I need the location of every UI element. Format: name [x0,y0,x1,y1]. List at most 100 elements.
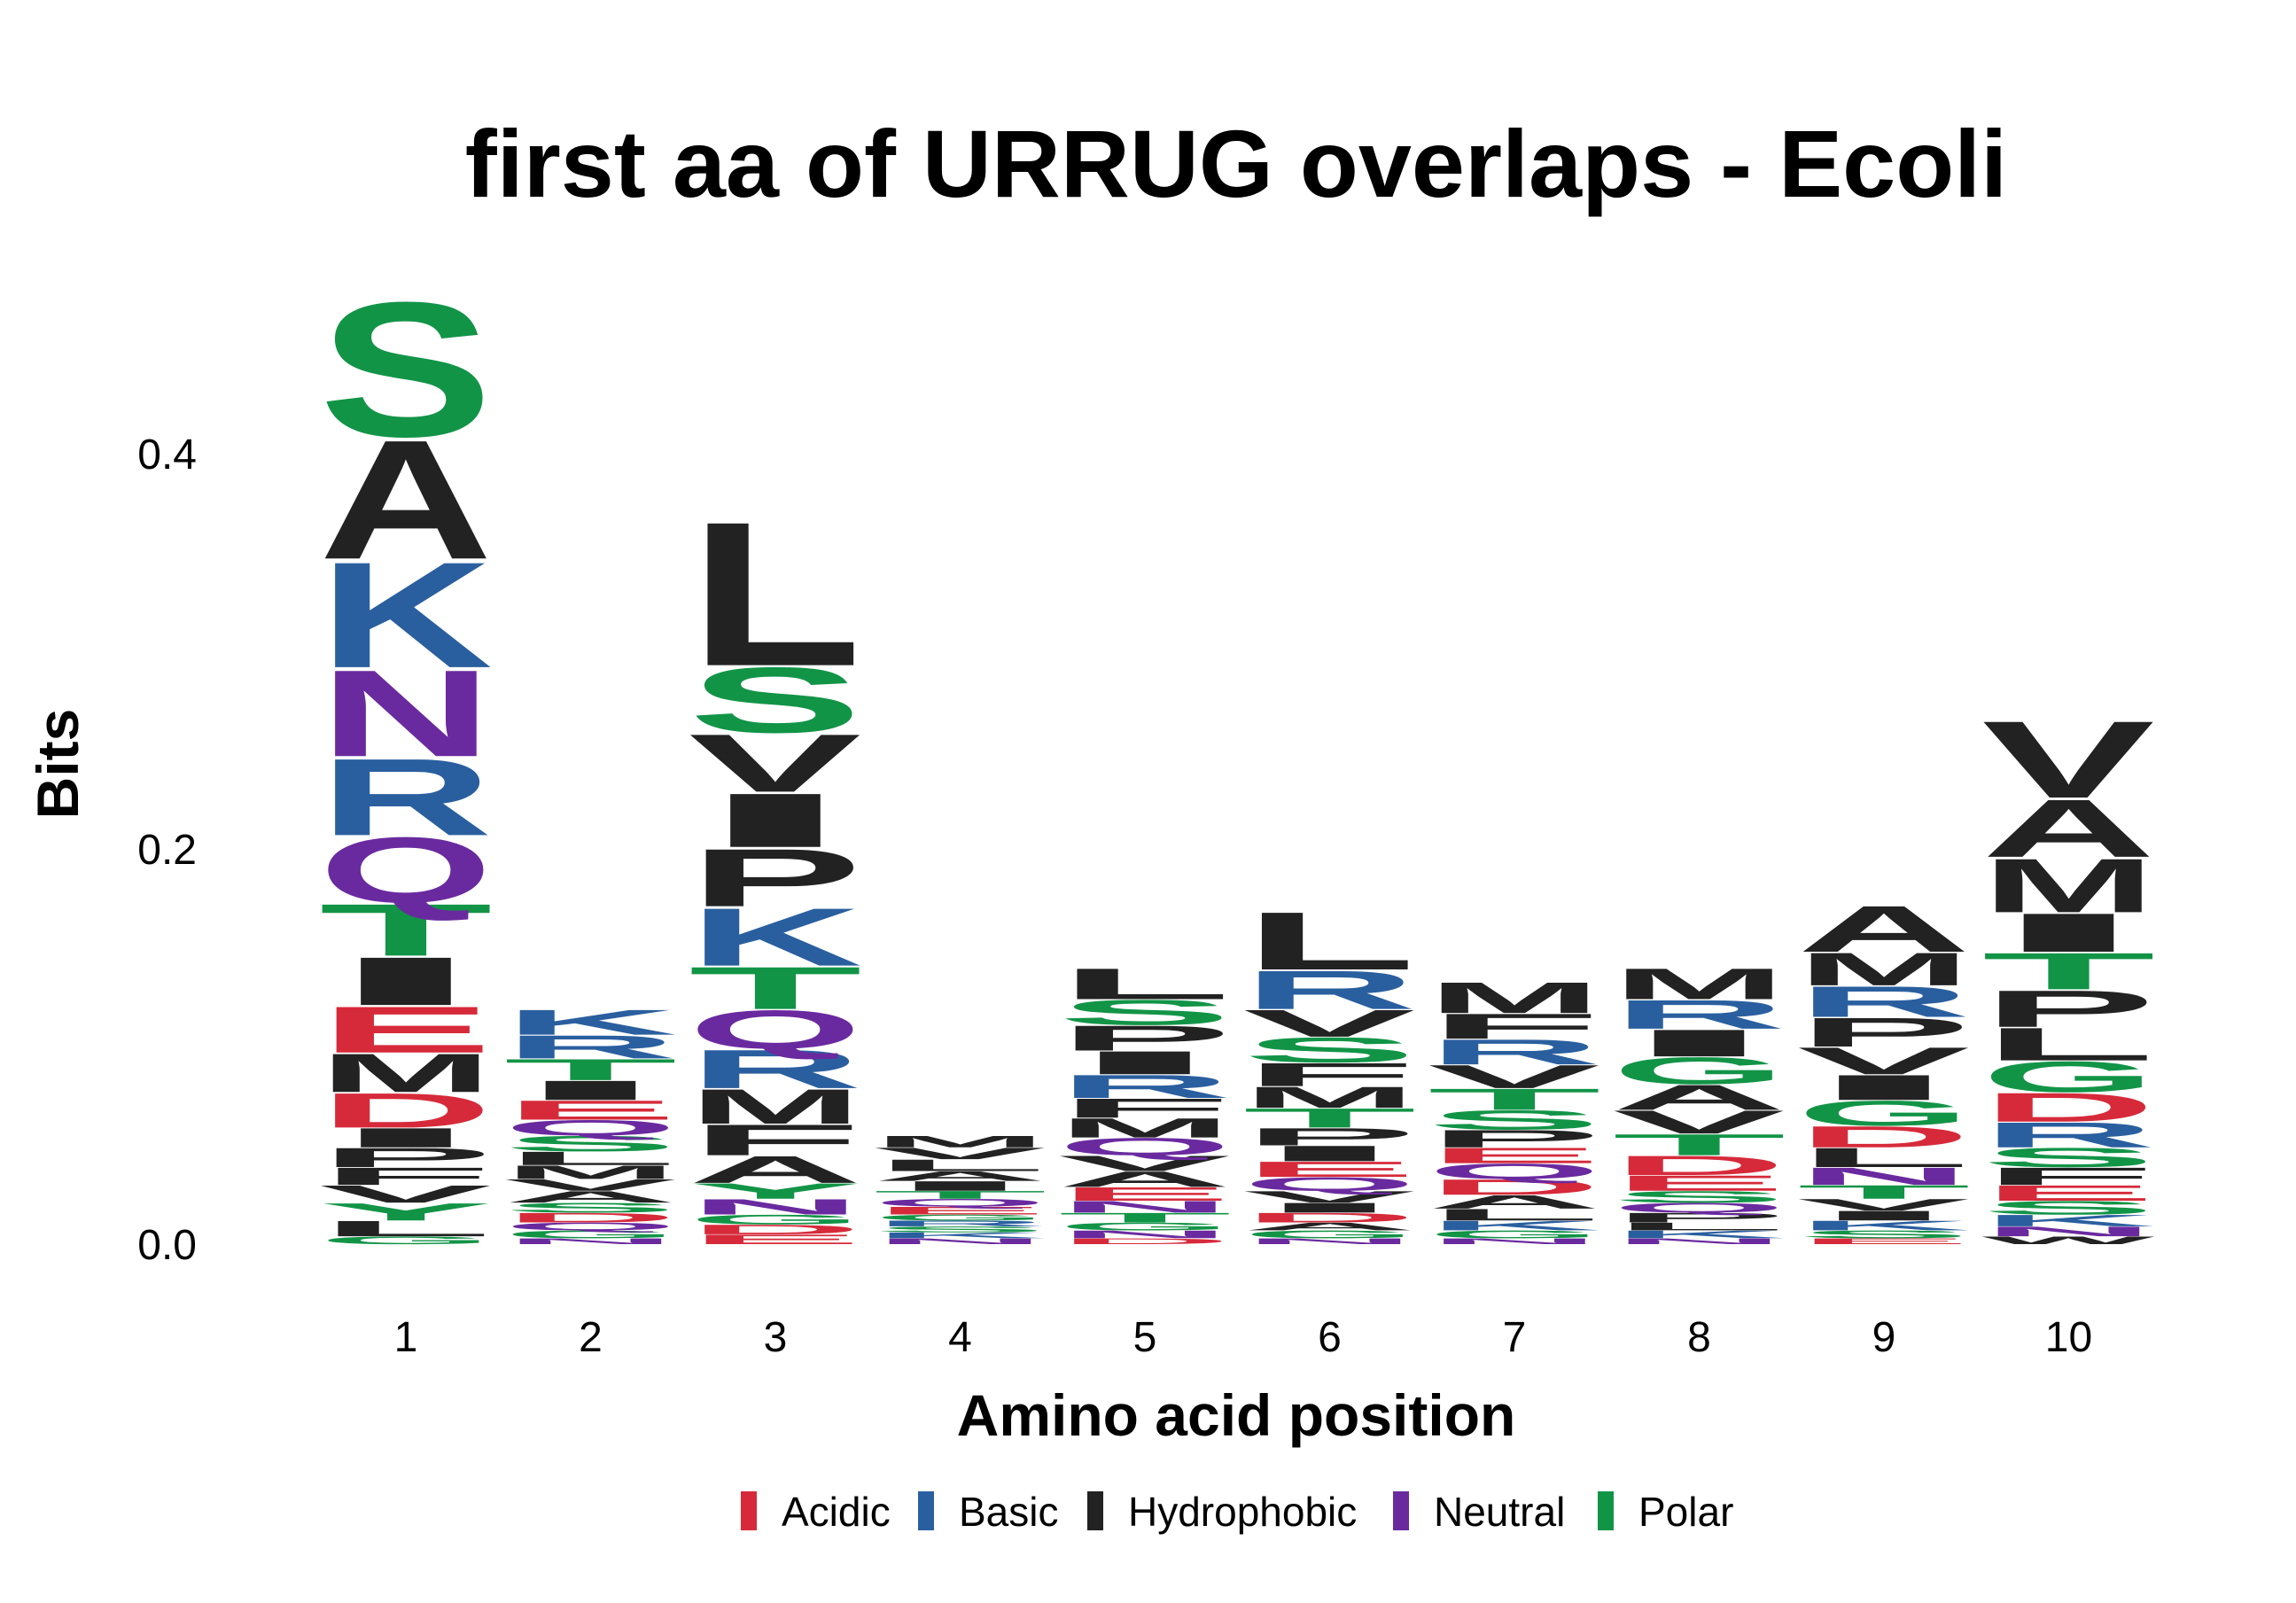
logo-letter: F [689,1116,862,1164]
logo-letter: E [1982,1181,2156,1206]
logo-letter: S [1982,1142,2156,1173]
logo-letter: R [1613,992,1786,1038]
logo-letter: D [1982,1085,2156,1131]
logo-letter: M [689,1079,862,1134]
logo-letter: I [1613,1022,1786,1064]
x-axis-title: Amino acid position [957,1382,1516,1448]
logo-letter: D [319,1083,493,1138]
legend-label: Neutral [1434,1489,1565,1535]
logo-letter: K [1797,1218,1971,1233]
logo-letter: M [1428,973,1601,1022]
logo-letter: V [1982,698,2155,821]
logo-letter: V [689,717,861,809]
logo-letter: V [874,1144,1047,1163]
logo-letter: P [1613,1210,1786,1226]
logo-letter: V [504,1176,677,1194]
logo-letter: L [504,1148,678,1169]
logo-letter: I [319,1123,493,1154]
logo-letter: M [874,1132,1047,1151]
logo-letter: A [874,1169,1047,1184]
logo-letter: G [319,1234,493,1247]
logo-letter: T [1613,1128,1786,1162]
logo-letter: S [689,648,862,752]
logo-letter: T [1058,1210,1232,1225]
logo-letter: D [1613,1150,1786,1181]
logo-letter: S [1613,1187,1786,1206]
logo-letter: Q [689,999,862,1060]
logo-letter: I [1797,1208,1971,1223]
logo-letter: F [1058,1093,1232,1124]
logo-letter: V [1243,1187,1416,1206]
logo-letter: L [1613,1220,1786,1233]
logo-letter: R [1797,977,1971,1026]
logo-letter: A [1982,782,2156,875]
logo-letter: L [874,1156,1047,1175]
logo-letter: T [1428,1083,1601,1117]
logo-letter: P [1428,1125,1601,1153]
logo-letter: R [1058,1069,1232,1105]
logo-letter: A [1428,1191,1601,1212]
logo-letter: S [1058,992,1232,1032]
logo-letter: L [1428,1205,1601,1224]
logo-letter: W [1982,1234,2155,1247]
logo-letter: M [1243,1080,1417,1114]
logo-letter: S [874,1225,1047,1233]
logo-letter: T [874,1189,1047,1202]
logo-letter: E [1243,1157,1417,1182]
logo-letter: N [1428,1237,1601,1246]
logo-letter: F [1428,1007,1601,1047]
logo-letter: D [1797,1120,1971,1154]
logo-letter: K [874,1231,1047,1240]
logo-letter: R [689,1039,862,1100]
logo-letter: R [874,1219,1047,1228]
logo-letter: P [319,1142,493,1173]
x-tick-label: 10 [2045,1314,2092,1361]
logo-letter: M [1058,1113,1232,1144]
x-tick-label: 2 [579,1314,603,1361]
x-tick-label: 9 [1872,1314,1896,1361]
logo-letter: V [1797,1039,1970,1082]
logo-letter: K [1428,1218,1601,1233]
logo-letter: T [1797,1181,1971,1202]
logo-letter: F [1982,1163,2156,1190]
logo-letter: V [1613,1104,1786,1141]
logo-letter: S [1982,1197,2156,1218]
logo-letter: V [1797,1195,1970,1214]
logo-letter: N [1058,1228,1232,1241]
logo-letter: E [1613,1171,1786,1195]
x-tick-label: 3 [764,1314,788,1361]
logo-letter: S [1243,1031,1417,1070]
logo-letter: E [1797,1237,1971,1246]
logo-letter: N [1613,1237,1786,1246]
logo-letter: G [689,1212,862,1227]
logo-letter: R [1428,1032,1601,1072]
legend-swatch [1087,1491,1103,1530]
logo-letter: S [504,1132,678,1156]
legend-item: Neutral [1393,1489,1565,1535]
logo-letter: D [689,1222,862,1237]
logo-letter: R [319,735,493,859]
chart-title: first aa of URRUG overlaps - Ecoli [465,110,2007,217]
logo-letter: N [1797,1163,1971,1190]
logo-letter: M [319,1042,493,1103]
legend-item: Basic [918,1489,1058,1535]
logo-letter: A [504,1187,678,1206]
logo-letter: T [1243,1103,1417,1134]
logo-letter: D [1058,1237,1232,1246]
logo-letter: R [504,1029,678,1065]
logo-letter: E [874,1204,1047,1217]
logo-letter: N [874,1237,1047,1246]
logo-letter: I [504,1075,678,1106]
logo-letter: Q [874,1196,1047,1209]
x-tick-label: 8 [1687,1314,1711,1361]
logo-letter: K [319,531,493,699]
logo-letter: T [319,889,493,971]
y-tick-label: 0.4 [137,432,197,479]
x-tick-label: 5 [1133,1314,1157,1361]
logo-stacks: GLYVFPIDMEITQRNKASNGQDSAVMLSQEITRKEDGNYA… [319,261,2156,1247]
logo-letter: I [1243,1200,1417,1215]
